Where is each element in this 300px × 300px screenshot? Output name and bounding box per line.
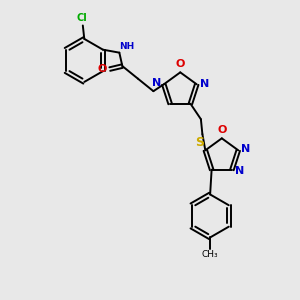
Text: N: N	[241, 144, 250, 154]
Text: S: S	[196, 136, 205, 148]
Text: N: N	[200, 79, 209, 89]
Text: NH: NH	[119, 42, 135, 51]
Text: N: N	[152, 78, 161, 88]
Text: O: O	[217, 125, 226, 135]
Text: N: N	[235, 166, 244, 176]
Text: CH₃: CH₃	[202, 250, 218, 259]
Text: Cl: Cl	[77, 14, 88, 23]
Text: O: O	[98, 64, 107, 74]
Text: O: O	[176, 59, 185, 69]
